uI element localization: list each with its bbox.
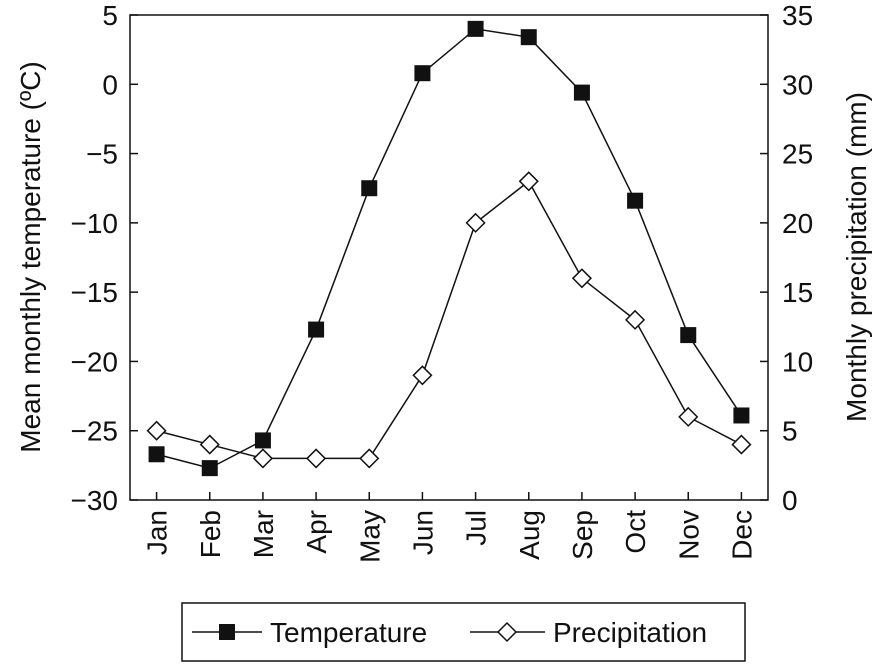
x-tick-label: Dec bbox=[726, 510, 757, 560]
legend-temperature-label: Temperature bbox=[270, 617, 427, 648]
y2-axis-label: Monthly precipitation (mm) bbox=[841, 92, 872, 422]
x-tick-label: Jan bbox=[142, 510, 173, 555]
precipitation-point bbox=[731, 434, 752, 455]
x-tick-label: Jul bbox=[461, 510, 492, 546]
legend-precipitation-marker bbox=[496, 621, 518, 643]
y-tick-label: 0 bbox=[102, 69, 118, 100]
temperature-point bbox=[361, 180, 378, 197]
precipitation-point bbox=[252, 448, 273, 469]
temperature-point bbox=[201, 460, 218, 477]
y2-tick-label: 15 bbox=[782, 277, 813, 308]
precipitation-point bbox=[625, 309, 646, 330]
x-tick-label: Oct bbox=[620, 510, 651, 554]
x-tick-label: Jun bbox=[407, 510, 438, 555]
temperature-point bbox=[680, 327, 697, 344]
precipitation-point bbox=[678, 406, 699, 427]
x-tick-label: Mar bbox=[248, 510, 279, 558]
precipitation-point bbox=[412, 365, 433, 386]
y2-tick-label: 25 bbox=[782, 139, 813, 170]
series-line-precipitation bbox=[156, 180, 742, 460]
legend: Temperature Precipitation bbox=[181, 602, 746, 662]
series-line-temperature bbox=[156, 28, 743, 469]
x-tick-label: Feb bbox=[195, 510, 226, 558]
y2-tick-label: 30 bbox=[782, 69, 813, 100]
precipitation-point bbox=[306, 448, 327, 469]
temperature-point bbox=[414, 65, 431, 82]
temperature-point bbox=[467, 20, 484, 37]
y-tick-label: −20 bbox=[71, 346, 119, 377]
x-tick-label: May bbox=[354, 510, 385, 563]
y2-tick-label: 10 bbox=[782, 346, 813, 377]
temperature-point bbox=[254, 432, 271, 449]
y2-tick-label: 35 bbox=[782, 0, 813, 31]
precipitation-point bbox=[199, 434, 220, 455]
temperature-point bbox=[733, 407, 750, 424]
y2-tick-label: 5 bbox=[782, 416, 798, 447]
plot-frame bbox=[129, 14, 769, 501]
y2-tick-label: 20 bbox=[782, 208, 813, 239]
y-axis-label: Mean monthly temperature (ºC) bbox=[15, 61, 46, 452]
legend-precipitation-label: Precipitation bbox=[553, 617, 707, 648]
y2-tick-label: 0 bbox=[782, 485, 798, 516]
temperature-point bbox=[627, 192, 644, 209]
precipitation-point bbox=[465, 212, 486, 233]
temperature-point bbox=[520, 29, 537, 46]
precipitation-point bbox=[571, 268, 592, 289]
y-tick-label: −25 bbox=[71, 416, 119, 447]
y-tick-label: 5 bbox=[102, 0, 118, 31]
x-tick-label: Sep bbox=[567, 510, 598, 560]
y-tick-label: −30 bbox=[71, 485, 119, 516]
precipitation-point bbox=[146, 420, 167, 441]
y-tick-label: −5 bbox=[86, 139, 118, 170]
x-tick-label: Apr bbox=[301, 510, 332, 554]
temperature-point bbox=[573, 84, 590, 101]
y-tick-label: −15 bbox=[71, 277, 119, 308]
y-tick-label: −10 bbox=[71, 208, 119, 239]
precipitation-point bbox=[518, 171, 539, 192]
temperature-point bbox=[308, 321, 325, 338]
precipitation-point bbox=[359, 448, 380, 469]
x-tick-label: Aug bbox=[514, 510, 545, 560]
x-tick-label: Nov bbox=[673, 510, 704, 560]
temperature-point bbox=[148, 446, 165, 463]
legend-temperature-marker bbox=[219, 624, 235, 640]
